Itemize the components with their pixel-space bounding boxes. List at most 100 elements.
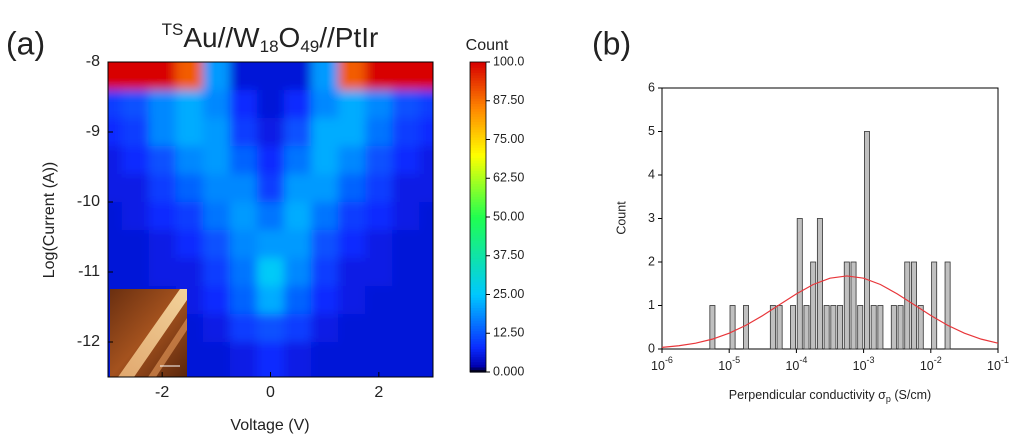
colorbar-step bbox=[470, 180, 486, 185]
y-tick-label: 2 bbox=[648, 254, 655, 268]
y-tick-label: -9 bbox=[86, 123, 100, 140]
heat-cell bbox=[256, 230, 285, 259]
heat-cell bbox=[365, 230, 393, 259]
heat-cell bbox=[256, 62, 285, 91]
histogram-bar bbox=[803, 305, 810, 350]
heat-cell bbox=[121, 202, 150, 231]
heat-cell bbox=[175, 202, 204, 231]
heat-cell bbox=[175, 118, 204, 147]
colorbar-step bbox=[470, 297, 486, 301]
histogram-bar bbox=[904, 261, 911, 350]
x-tick-base: 10 bbox=[651, 359, 665, 373]
colorbar-step bbox=[470, 149, 486, 154]
heat-cell bbox=[392, 62, 420, 91]
heat-cell bbox=[311, 258, 339, 287]
colorbar-tick-label: 100.0 bbox=[493, 54, 524, 68]
colorbar-step bbox=[470, 118, 486, 123]
x-tick-exponent: -4 bbox=[799, 355, 807, 365]
colorbar-step bbox=[470, 72, 486, 76]
heat-cell bbox=[148, 202, 177, 231]
heat-cell bbox=[392, 230, 420, 259]
colorbar-step bbox=[470, 82, 486, 86]
heat-cell bbox=[338, 90, 366, 119]
colorbar-step bbox=[470, 224, 486, 228]
colorbar-step bbox=[470, 64, 486, 68]
histogram-bar bbox=[890, 305, 897, 350]
colorbar-step bbox=[470, 248, 486, 252]
heat-cell bbox=[392, 174, 420, 203]
colorbar-step bbox=[470, 186, 486, 190]
heat-cell bbox=[108, 90, 123, 119]
x-tick-label: 10-2 bbox=[920, 355, 942, 373]
colorbar-step bbox=[470, 74, 486, 79]
histogram-bar bbox=[769, 305, 776, 350]
colorbar-step bbox=[470, 366, 486, 371]
heat-cell bbox=[229, 118, 258, 147]
heat-cell bbox=[311, 174, 339, 203]
colorbar-step bbox=[470, 356, 486, 360]
colorbar-step bbox=[470, 175, 486, 179]
heat-cell bbox=[419, 62, 433, 91]
heat-cell bbox=[202, 174, 231, 203]
histogram-bar bbox=[897, 305, 904, 350]
heat-cell bbox=[256, 286, 285, 315]
y-tick-label: -11 bbox=[78, 263, 100, 280]
colorbar-step bbox=[470, 144, 486, 148]
colorbar-step bbox=[470, 240, 486, 244]
histogram-bar bbox=[776, 305, 783, 350]
colorbar-tick-label: 37.50 bbox=[493, 248, 524, 262]
colorbar-step bbox=[470, 281, 486, 285]
heat-cell bbox=[365, 146, 393, 175]
heat-cell bbox=[121, 62, 150, 91]
heat-cell bbox=[311, 90, 339, 119]
heat-cell bbox=[229, 146, 258, 175]
colorbar-step bbox=[470, 152, 486, 156]
histogram-bar bbox=[830, 305, 837, 350]
heat-cell bbox=[338, 174, 366, 203]
colorbar-step bbox=[470, 193, 486, 197]
heat-cell bbox=[121, 230, 150, 259]
heat-cell bbox=[256, 202, 285, 231]
heat-cell bbox=[419, 230, 433, 259]
heat-cell bbox=[229, 342, 258, 377]
heat-cell bbox=[256, 174, 285, 203]
histogram-bar bbox=[931, 261, 938, 350]
heat-cell bbox=[202, 118, 231, 147]
heat-cell bbox=[338, 314, 366, 343]
heat-cell bbox=[175, 146, 204, 175]
colorbar-step bbox=[470, 134, 486, 138]
histogram-bar bbox=[911, 261, 917, 350]
y-tick-label: -12 bbox=[77, 333, 100, 350]
colorbar: 0.000 12.50 25.00 37.50 50.00 62.50 75.00 87.50… bbox=[469, 54, 524, 378]
colorbar-step bbox=[470, 260, 486, 265]
panel-label: (a) bbox=[6, 25, 45, 61]
colorbar-step bbox=[470, 273, 486, 278]
colorbar-step bbox=[470, 237, 486, 241]
y-tick-label: 3 bbox=[648, 211, 655, 225]
heat-cell bbox=[229, 62, 258, 91]
heat-cell bbox=[121, 258, 150, 287]
colorbar-step bbox=[470, 157, 486, 161]
colorbar-step bbox=[470, 167, 486, 172]
colorbar-step bbox=[470, 310, 486, 314]
y-axis-label: Log(Current (A)) bbox=[41, 162, 58, 278]
colorbar-step bbox=[470, 284, 486, 288]
colorbar-step bbox=[470, 129, 486, 133]
colorbar-step bbox=[470, 155, 486, 159]
colorbar-step bbox=[470, 100, 486, 104]
heat-cell bbox=[311, 286, 339, 315]
colorbar-step bbox=[470, 108, 486, 112]
heat-cell bbox=[338, 230, 366, 259]
heat-cell bbox=[256, 258, 285, 287]
histogram-bar bbox=[877, 305, 884, 350]
colorbar-step bbox=[470, 191, 486, 195]
colorbar-step bbox=[470, 222, 486, 226]
histogram-bar bbox=[850, 261, 857, 350]
x-axis-label: Voltage (V) bbox=[230, 417, 309, 434]
x-axis-label: Perpendicular conductivity σp (S/cm) bbox=[729, 388, 931, 404]
heat-cell bbox=[284, 314, 312, 343]
heat-cell bbox=[229, 174, 258, 203]
heat-cell bbox=[392, 314, 420, 343]
histogram-bar bbox=[944, 261, 951, 350]
colorbar-step bbox=[470, 95, 486, 99]
